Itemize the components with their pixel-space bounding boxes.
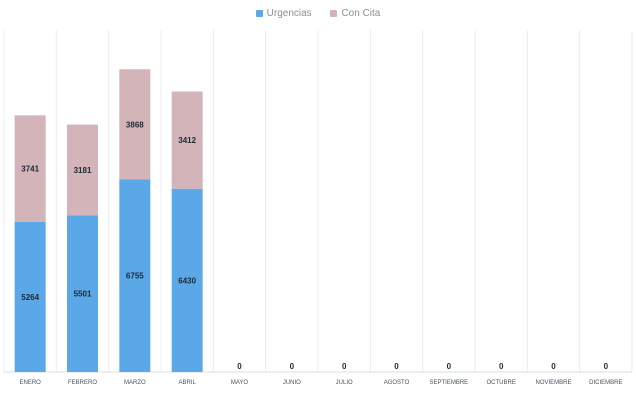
x-tick-label: ENERO [19, 380, 41, 386]
legend-swatch-con-cita [330, 9, 338, 17]
data-label: 0 [237, 362, 242, 371]
x-tick-label: MARZO [124, 380, 146, 386]
bar-segment-con-cita [14, 115, 46, 222]
data-label: 6755 [126, 272, 144, 281]
x-tick-label: ABRIL [178, 380, 196, 386]
data-label: 0 [604, 362, 609, 371]
x-tick-label: DICIEMBRE [589, 380, 622, 386]
bar-segment-con-cita [171, 91, 203, 189]
bar-segment-urgencias [171, 188, 203, 372]
legend-item-urgencias[interactable]: Urgencias [255, 8, 312, 19]
x-tick-label: OCTUBRE [486, 380, 515, 386]
data-label: 0 [499, 362, 504, 371]
legend-label-con-cita: Con Cita [341, 8, 381, 19]
x-tick-label: JULIO [336, 380, 353, 386]
data-label: 0 [342, 362, 347, 371]
bar-segment-urgencias [14, 221, 46, 372]
x-tick-label: NOVIEMBRE [535, 380, 571, 386]
data-label: 5501 [74, 290, 92, 299]
data-label: 0 [290, 362, 295, 371]
x-tick-label: SEPTIEMBRE [429, 380, 468, 386]
legend-swatch-urgencias [255, 9, 263, 17]
data-label: 0 [447, 362, 452, 371]
data-label: 3181 [74, 166, 92, 175]
data-label: 3412 [178, 136, 196, 145]
data-label: 3868 [126, 120, 144, 129]
data-label: 0 [551, 362, 556, 371]
legend-item-con-cita[interactable]: Con Cita [330, 8, 380, 19]
bar-segment-urgencias [67, 215, 98, 372]
bar-segment-con-cita [67, 124, 98, 216]
x-tick-label: FEBRERO [68, 380, 97, 386]
x-tick-label: AGOSTO [384, 380, 410, 386]
data-label: 5264 [21, 293, 39, 302]
data-label: 0 [394, 362, 399, 371]
legend-label-urgencias: Urgencias [266, 8, 312, 19]
data-label: 6430 [178, 276, 196, 285]
bar-segment-con-cita [119, 69, 151, 180]
chart-legend: Urgencias Con Cita [0, 8, 636, 19]
bar-segment-urgencias [119, 179, 151, 372]
x-tick-label: MAYO [231, 380, 249, 386]
data-label: 3741 [21, 165, 39, 174]
x-tick-label: JUNIO [283, 380, 301, 386]
